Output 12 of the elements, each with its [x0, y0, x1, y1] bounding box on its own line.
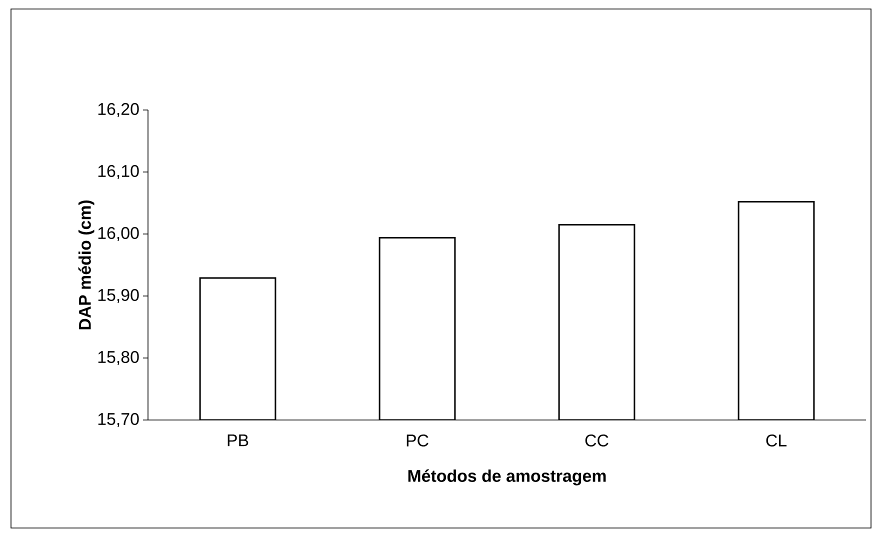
y-tick-label: 16,10 [98, 165, 139, 180]
y-tick-label: 15,90 [98, 289, 139, 303]
x-tick-label: PB [228, 434, 248, 446]
x-tick-label: PC [406, 434, 428, 447]
y-tick-label: 15,80 [98, 351, 139, 365]
y-tick-label: 16,20 [98, 103, 139, 118]
x-axis-title: Métodos de amostragem [408, 469, 606, 486]
y-tick-label: 15,70 [98, 413, 139, 427]
y-axis-title: DAP médio (cm) [78, 200, 94, 330]
x-tick-label: CL [766, 434, 787, 447]
x-tick-label: CC [585, 434, 608, 447]
y-tick-label: 16,00 [98, 227, 139, 242]
